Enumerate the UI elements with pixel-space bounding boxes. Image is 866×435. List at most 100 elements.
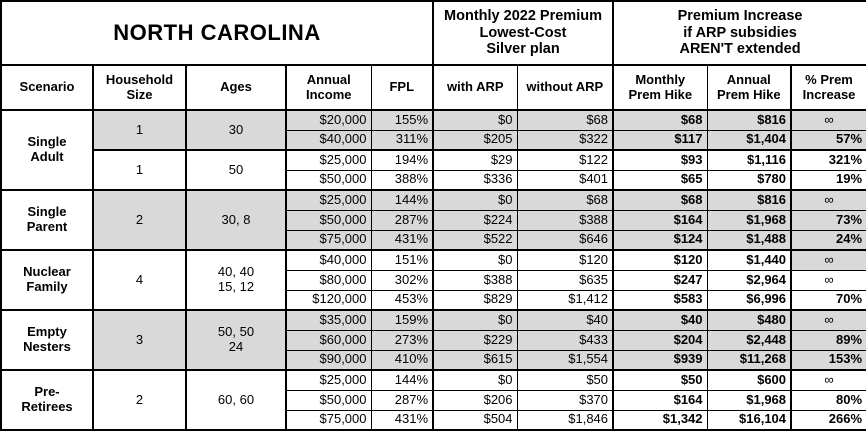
- without-arp-cell: $1,554: [516, 349, 614, 371]
- without-arp-cell: $370: [516, 389, 614, 411]
- pct-increase-cell: ∞: [790, 249, 866, 271]
- premium-section-header: Monthly 2022 Premium Lowest-Cost Silver …: [432, 0, 614, 66]
- with-arp-cell: $0: [432, 309, 518, 331]
- monthly-hike-cell: $939: [612, 349, 708, 371]
- monthly-hike-cell: $65: [612, 169, 708, 191]
- income-cell: $20,000: [285, 109, 372, 131]
- income-cell: $60,000: [285, 329, 372, 351]
- table-row: $90,000 410% $615 $1,554 $939 $11,268 15…: [1, 349, 866, 371]
- without-arp-cell: $50: [516, 369, 614, 391]
- with-arp-cell: $205: [432, 129, 518, 151]
- with-arp-cell: $206: [432, 389, 518, 411]
- with-arp-cell: $504: [432, 409, 518, 431]
- table-row: 1 50 $25,000 194% $29 $122 $93 $1,116 32…: [1, 149, 866, 191]
- fpl-cell: 287%: [370, 389, 434, 411]
- without-arp-cell: $120: [516, 249, 614, 271]
- column-header-row: Scenario Household Size Ages Annual Inco…: [0, 64, 866, 111]
- col-header-without-arp: without ARP: [516, 64, 614, 111]
- fpl-cell: 273%: [370, 329, 434, 351]
- table-row: $75,000 431% $504 $1,846 $1,342 $16,104 …: [1, 409, 866, 431]
- col-header-annual-prem-hike: Annual Prem Hike: [706, 64, 792, 111]
- ages-cell: 50: [185, 149, 287, 191]
- pct-increase-cell: 153%: [790, 349, 866, 371]
- monthly-hike-cell: $120: [612, 249, 708, 271]
- col-header-pct-prem-increase: % Prem Increase: [790, 64, 866, 111]
- with-arp-cell: $224: [432, 209, 518, 231]
- income-cell: $50,000: [285, 209, 372, 231]
- annual-hike-cell: $1,968: [706, 209, 792, 231]
- income-cell: $40,000: [285, 129, 372, 151]
- without-arp-cell: $1,412: [516, 289, 614, 311]
- without-arp-cell: $433: [516, 329, 614, 351]
- fpl-cell: 144%: [370, 189, 434, 211]
- with-arp-cell: $0: [432, 109, 518, 131]
- income-cell: $50,000: [285, 169, 372, 191]
- table-row: Empty Nesters 3 50, 50 24 $35,000 159% $…: [0, 309, 866, 371]
- col-header-household-size: Household Size: [92, 64, 187, 111]
- annual-hike-cell: $1,404: [706, 129, 792, 151]
- annual-hike-cell: $6,996: [706, 289, 792, 311]
- table-row: $75,000 431% $522 $646 $124 $1,488 24%: [1, 229, 866, 251]
- household-size-cell: 1: [92, 149, 187, 191]
- without-arp-cell: $122: [516, 149, 614, 171]
- monthly-hike-cell: $124: [612, 229, 708, 251]
- annual-hike-cell: $2,964: [706, 269, 792, 291]
- scenario-cell: Empty Nesters: [0, 309, 94, 371]
- monthly-hike-cell: $1,342: [612, 409, 708, 431]
- pct-increase-cell: ∞: [790, 189, 866, 211]
- annual-hike-cell: $1,968: [706, 389, 792, 411]
- monthly-hike-cell: $247: [612, 269, 708, 291]
- table-row: Single Parent 2 30, 8 $25,000 144% $0 $6…: [0, 189, 866, 251]
- income-cell: $90,000: [285, 349, 372, 371]
- household-size-cell: 2: [92, 189, 187, 251]
- pct-increase-cell: ∞: [790, 309, 866, 331]
- scenario-cell: Nuclear Family: [0, 249, 94, 311]
- col-header-ages: Ages: [185, 64, 287, 111]
- monthly-hike-cell: $50: [612, 369, 708, 391]
- fpl-cell: 155%: [370, 109, 434, 131]
- annual-hike-cell: $2,448: [706, 329, 792, 351]
- without-arp-cell: $68: [516, 189, 614, 211]
- monthly-hike-cell: $68: [612, 109, 708, 131]
- annual-hike-cell: $1,488: [706, 229, 792, 251]
- with-arp-cell: $336: [432, 169, 518, 191]
- pct-increase-cell: 57%: [790, 129, 866, 151]
- annual-hike-cell: $816: [706, 109, 792, 131]
- table-row: $50,000 388% $336 $401 $65 $780 19%: [1, 169, 866, 191]
- super-header-row: NORTH CAROLINA Monthly 2022 Premium Lowe…: [0, 0, 866, 66]
- pct-increase-cell: 266%: [790, 409, 866, 431]
- monthly-hike-cell: $40: [612, 309, 708, 331]
- with-arp-cell: $388: [432, 269, 518, 291]
- without-arp-cell: $1,846: [516, 409, 614, 431]
- income-cell: $120,000: [285, 289, 372, 311]
- table-row: $60,000 273% $229 $433 $204 $2,448 89%: [1, 329, 866, 351]
- fpl-cell: 194%: [370, 149, 434, 171]
- without-arp-cell: $388: [516, 209, 614, 231]
- ages-cell: 30: [185, 109, 287, 151]
- pct-increase-cell: ∞: [790, 369, 866, 391]
- ages-cell: 60, 60: [185, 369, 287, 431]
- fpl-cell: 431%: [370, 229, 434, 251]
- household-size-cell: 2: [92, 369, 187, 431]
- fpl-cell: 287%: [370, 209, 434, 231]
- pct-increase-cell: 321%: [790, 149, 866, 171]
- with-arp-cell: $829: [432, 289, 518, 311]
- table-row: $40,000 311% $205 $322 $117 $1,404 57%: [1, 129, 866, 151]
- annual-hike-cell: $1,116: [706, 149, 792, 171]
- monthly-hike-cell: $164: [612, 209, 708, 231]
- pct-increase-cell: 24%: [790, 229, 866, 251]
- annual-hike-cell: $600: [706, 369, 792, 391]
- monthly-hike-cell: $117: [612, 129, 708, 151]
- col-header-annual-income: Annual Income: [285, 64, 372, 111]
- monthly-hike-cell: $93: [612, 149, 708, 171]
- pct-increase-cell: 80%: [790, 389, 866, 411]
- income-cell: $35,000: [285, 309, 372, 331]
- income-cell: $75,000: [285, 409, 372, 431]
- household-size-cell: 3: [92, 309, 187, 371]
- income-cell: $80,000: [285, 269, 372, 291]
- table-row: Nuclear Family 4 40, 40 15, 12 $40,000 1…: [0, 249, 866, 311]
- increase-section-header: Premium Increase if ARP subsidies AREN'T…: [612, 0, 866, 66]
- scenario-cell: Single Parent: [0, 189, 94, 251]
- monthly-hike-cell: $204: [612, 329, 708, 351]
